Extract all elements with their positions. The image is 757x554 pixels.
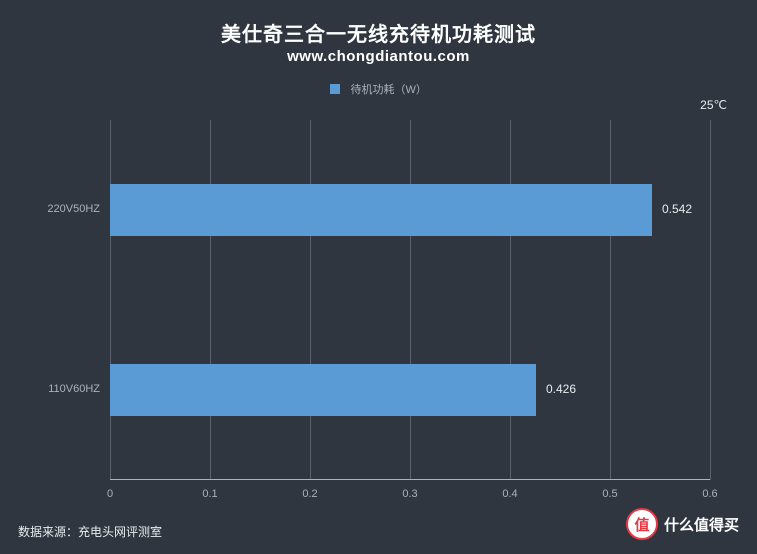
watermark-text: 什么值得买 (664, 514, 739, 535)
watermark: 值 什么值得买 (626, 508, 739, 540)
temperature-annotation: 25℃ (700, 98, 727, 112)
gridline (110, 120, 111, 480)
bar-value-label: 0.426 (546, 382, 576, 396)
bar (110, 364, 536, 416)
y-category-label: 220V50HZ (10, 203, 100, 215)
gridline (410, 120, 411, 480)
chart-legend: 待机功耗（W） (0, 80, 757, 98)
bar (110, 184, 652, 236)
legend-swatch (330, 84, 340, 94)
chart-container: 美仕奇三合一无线充待机功耗测试 www.chongdiantou.com 待机功… (0, 0, 757, 554)
chart-subtitle: www.chongdiantou.com (0, 48, 757, 65)
gridline (310, 120, 311, 480)
gridline (710, 120, 711, 480)
chart-title: 美仕奇三合一无线充待机功耗测试 (0, 18, 757, 47)
gridline (610, 120, 611, 480)
x-tick-label: 0.4 (490, 488, 530, 500)
x-tick-label: 0.2 (290, 488, 330, 500)
legend-label: 待机功耗（W） (351, 81, 427, 97)
x-tick-label: 0.3 (390, 488, 430, 500)
x-tick-label: 0.1 (190, 488, 230, 500)
x-tick-label: 0 (90, 488, 130, 500)
y-category-label: 110V60HZ (10, 383, 100, 395)
plot-area: 00.10.20.30.40.50.60.542220V50HZ0.426110… (110, 120, 710, 480)
x-tick-label: 0.5 (590, 488, 630, 500)
watermark-badge-icon: 值 (626, 508, 658, 540)
data-source-text: 数据来源：充电头网评测室 (18, 523, 162, 540)
bar-value-label: 0.542 (662, 202, 692, 216)
x-tick-label: 0.6 (690, 488, 730, 500)
gridline (210, 120, 211, 480)
gridline (510, 120, 511, 480)
x-axis-baseline (110, 479, 710, 480)
